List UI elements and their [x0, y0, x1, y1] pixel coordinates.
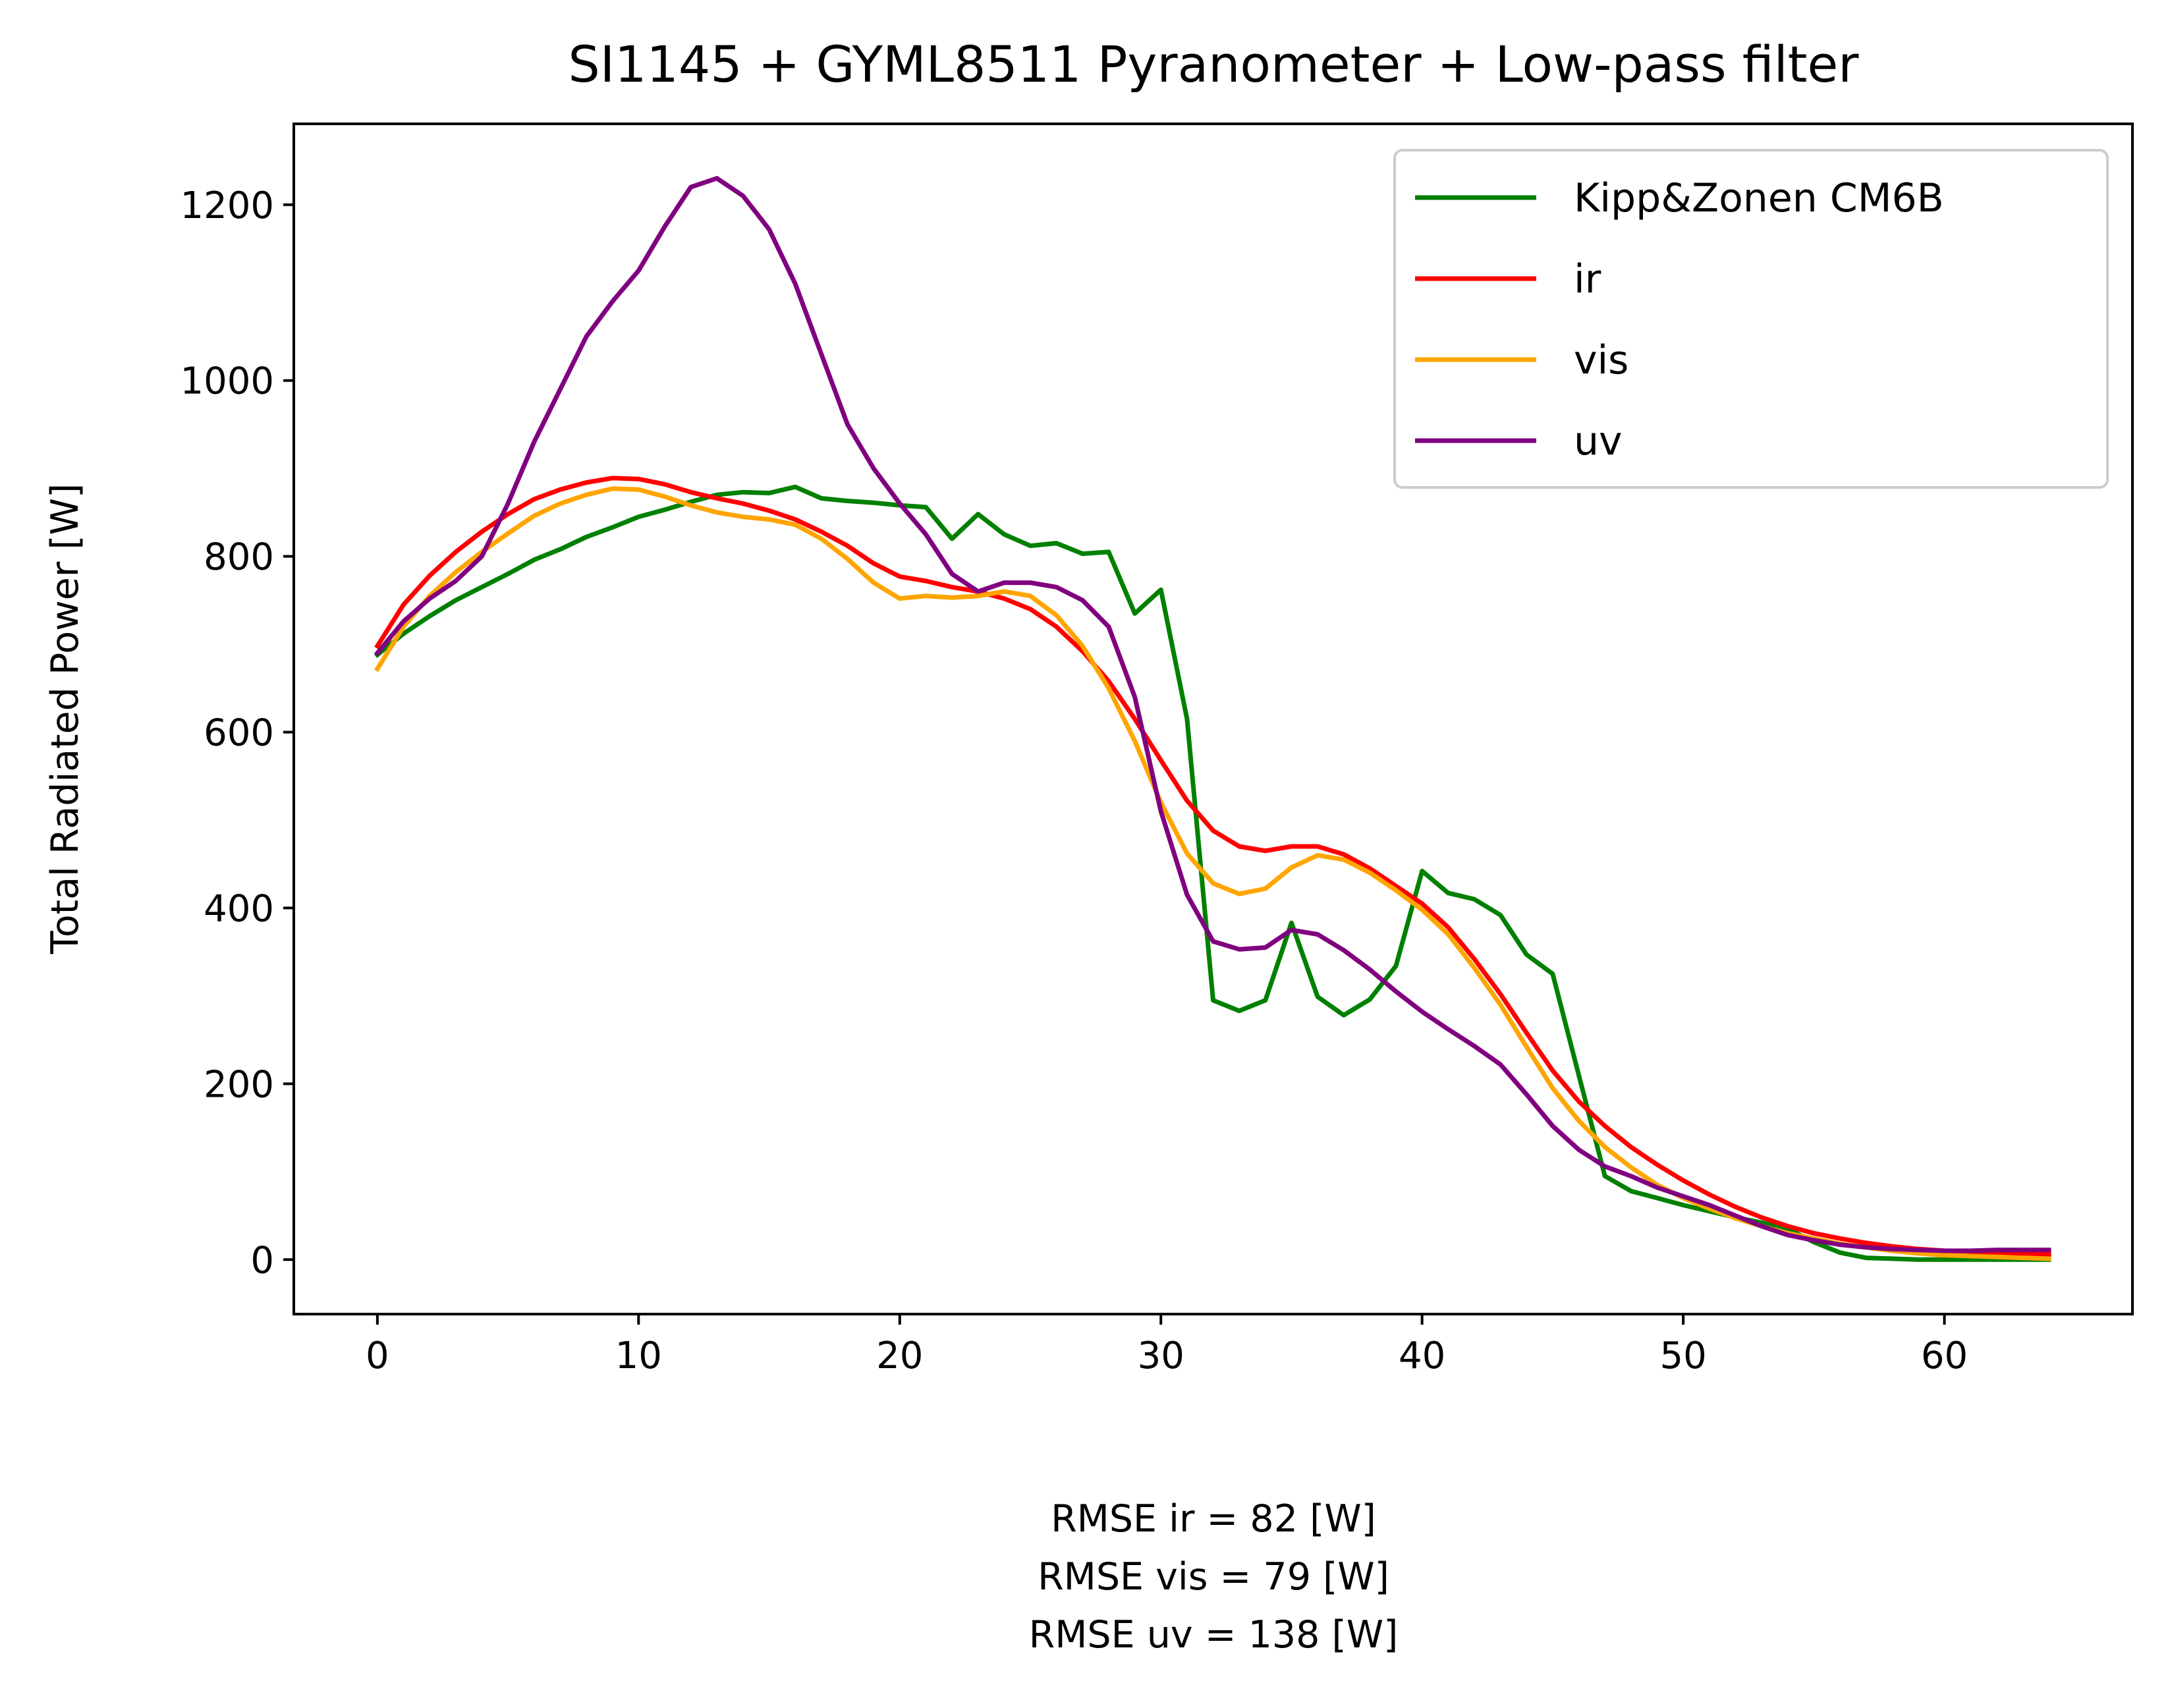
x-tick-label: 10	[615, 1335, 662, 1377]
series-layer	[374, 176, 2051, 1262]
x-tick-label: 50	[1659, 1335, 1706, 1377]
y-axis-label: Total Radiated Power [W]	[43, 483, 87, 954]
x-tick-label: 0	[366, 1335, 389, 1377]
x-tick-label: 30	[1138, 1335, 1184, 1377]
series-line-1	[374, 476, 2051, 1257]
y-axis: 0 200 400 600 800 1000 1200	[180, 184, 294, 1282]
x-tick-label: 40	[1399, 1335, 1445, 1377]
legend-label-2: vis	[1574, 337, 1628, 383]
y-tick-label: 600	[204, 712, 274, 755]
y-tick-label: 0	[250, 1239, 274, 1282]
legend-label-1: ir	[1574, 256, 1601, 302]
x-tick-label: 60	[1921, 1335, 1968, 1377]
chart-title: SI1145 + GYML8511 Pyranometer + Low-pass…	[568, 35, 1859, 94]
series-line-0	[374, 484, 2051, 1262]
plot-frame	[292, 123, 2134, 1315]
rmse-uv-text: RMSE uv = 138 [W]	[1029, 1613, 1399, 1657]
rmse-vis-text: RMSE vis = 79 [W]	[1038, 1555, 1389, 1599]
x-axis: 0 10 20 30 40 50 60	[366, 1314, 1968, 1377]
legend-label-3: uv	[1574, 418, 1623, 464]
legend: Kipp&Zonen CM6B ir vis uv	[1393, 149, 2109, 489]
series-line-3	[374, 176, 2051, 1253]
x-tick-label: 20	[876, 1335, 923, 1377]
rmse-ir-text: RMSE ir = 82 [W]	[1051, 1497, 1376, 1541]
legend-frame	[1393, 149, 2109, 489]
legend-label-0: Kipp&Zonen CM6B	[1574, 175, 1944, 221]
y-tick-label: 800	[204, 536, 274, 579]
y-tick-label: 1000	[180, 360, 274, 403]
y-tick-label: 400	[204, 887, 274, 930]
y-tick-label: 200	[204, 1063, 274, 1106]
y-tick-label: 1200	[180, 184, 274, 227]
